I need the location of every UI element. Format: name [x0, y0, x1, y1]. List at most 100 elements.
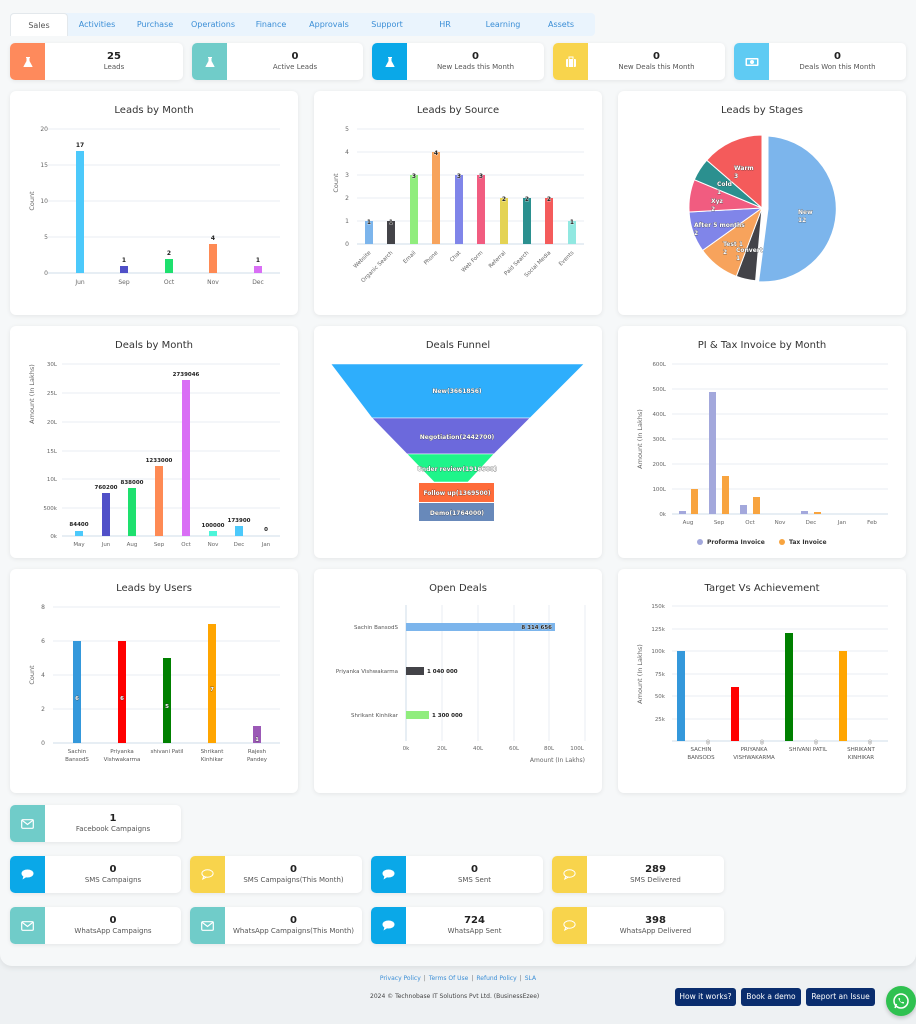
- svg-text:0k: 0k: [403, 746, 410, 752]
- stat-card-sms-sent[interactable]: 0 SMS Sent: [371, 856, 543, 893]
- tab-operations[interactable]: Operations: [191, 20, 235, 29]
- stat-card-active-leads[interactable]: 0 Active Leads: [192, 43, 363, 80]
- svg-text:6: 6: [120, 696, 124, 702]
- module-tabs: Sales Activities Purchase Operations Fin…: [10, 13, 595, 36]
- svg-text:0: 0: [41, 740, 45, 747]
- chart-title: Deals Funnel: [425, 340, 491, 351]
- stat-card-deals-won-month[interactable]: 0 Deals Won this Month: [734, 43, 906, 80]
- svg-text:BANSODS: BANSODS: [687, 755, 715, 761]
- svg-text:Shrikant Kinhikar: Shrikant Kinhikar: [351, 713, 399, 719]
- stat-value: 1: [109, 813, 117, 824]
- target-vs-achievement-chart: 150k 125k 100k 75k 50k 25k Amount (In La…: [636, 604, 888, 761]
- chat-filled-icon: [371, 856, 406, 893]
- svg-text:2: 2: [502, 196, 506, 203]
- svg-text:Amount (In Lakhs): Amount (In Lakhs): [530, 757, 585, 764]
- open-deals-chart: Sachin BansodS Priyanka Vishwakarma Shri…: [336, 605, 586, 764]
- stat-card-new-leads-month[interactable]: 0 New Leads this Month: [372, 43, 544, 80]
- svg-text:80L: 80L: [544, 746, 555, 752]
- svg-text:8 314 656: 8 314 656: [521, 625, 552, 631]
- stat-card-new-deals-month[interactable]: 0 New Deals this Month: [553, 43, 725, 80]
- svg-text:1: 1: [255, 737, 259, 743]
- money-icon: [734, 43, 769, 80]
- stat-card-whatsapp-campaigns[interactable]: 0 WhatsApp Campaigns: [10, 907, 181, 944]
- stat-value: 0: [290, 864, 297, 875]
- whatsapp-chat-button[interactable]: [886, 986, 916, 1016]
- tab-hr[interactable]: HR: [439, 20, 451, 29]
- report-an-issue-button[interactable]: Report an Issue: [806, 988, 875, 1006]
- svg-text:4: 4: [434, 150, 438, 157]
- chat-outline-icon: [552, 856, 587, 893]
- svg-text:1: 1: [717, 189, 721, 196]
- stat-card-whatsapp-campaigns-month[interactable]: 0 WhatsApp Campaigns(This Month): [190, 907, 362, 944]
- svg-text:Nov: Nov: [207, 279, 219, 286]
- stat-value: 0: [291, 51, 299, 62]
- privacy-policy-link[interactable]: Privacy Policy: [379, 975, 421, 982]
- svg-text:Count: Count: [28, 665, 36, 685]
- tab-approvals[interactable]: Approvals: [309, 20, 349, 29]
- svg-text:Follow up(1369500): Follow up(1369500): [423, 490, 490, 497]
- terms-of-use-link[interactable]: Terms Of Use: [428, 975, 469, 982]
- svg-text:1 040 000: 1 040 000: [427, 669, 458, 675]
- svg-text:New: New: [798, 209, 813, 216]
- svg-text:100k: 100k: [651, 649, 665, 655]
- stat-value: 0: [290, 915, 297, 926]
- stat-label: Active Leads: [272, 63, 318, 71]
- svg-text:600L: 600L: [652, 362, 666, 368]
- stat-card-whatsapp-delivered[interactable]: 398 WhatsApp Delivered: [552, 907, 724, 944]
- stat-card-sms-delivered[interactable]: 289 SMS Delivered: [552, 856, 724, 893]
- refund-policy-link[interactable]: Refund Policy: [476, 975, 517, 982]
- svg-text:Chat: Chat: [449, 250, 463, 264]
- stat-card-whatsapp-sent[interactable]: 724 WhatsApp Sent: [371, 907, 543, 944]
- footer-links: Privacy Policy | Terms Of Use | Refund Polic…: [0, 975, 916, 982]
- chat-outline-icon: [190, 856, 225, 893]
- stat-value: 0: [653, 51, 660, 62]
- stat-label: WhatsApp Campaigns(This Month): [232, 927, 355, 935]
- svg-text:Email: Email: [402, 250, 417, 265]
- svg-text:100L: 100L: [652, 487, 666, 493]
- tab-sales[interactable]: Sales: [10, 13, 68, 36]
- svg-text:Priyanka Vishwakarma: Priyanka Vishwakarma: [336, 669, 398, 675]
- chart-card-open-deals: Open Deals Sachin BansodS Priyanka Vishw…: [314, 569, 602, 793]
- tab-support[interactable]: Support: [371, 20, 403, 29]
- svg-text:Referral: Referral: [488, 250, 508, 270]
- svg-text:Jun: Jun: [101, 542, 111, 548]
- svg-text:Events: Events: [558, 250, 576, 268]
- svg-text:300L: 300L: [652, 437, 666, 443]
- book-a-demo-button[interactable]: Book a demo: [741, 988, 801, 1006]
- svg-text:20: 20: [40, 126, 48, 133]
- how-it-works-button[interactable]: How it works?: [675, 988, 736, 1006]
- svg-text:30L: 30L: [47, 362, 58, 368]
- envelope-icon: [10, 907, 45, 944]
- svg-text:500L: 500L: [652, 387, 666, 393]
- stat-card-facebook-campaigns[interactable]: 1 Facebook Campaigns: [10, 805, 181, 842]
- svg-text:1: 1: [256, 257, 260, 264]
- tab-purchase[interactable]: Purchase: [136, 20, 174, 29]
- leads-by-users-chart: 8 6 4 2 0 Count 6 6 5 7 1 SachinBansodS …: [28, 604, 280, 763]
- stat-label: New Deals this Month: [618, 63, 695, 71]
- svg-text:Jan: Jan: [837, 520, 847, 526]
- svg-text:3: 3: [345, 172, 349, 179]
- svg-text:838000: 838000: [121, 480, 144, 486]
- stat-card-leads[interactable]: 25 Leads: [10, 43, 183, 80]
- tab-learning[interactable]: Learning: [485, 20, 521, 29]
- svg-text:Test 1: Test 1: [723, 241, 743, 248]
- svg-text:Vishwakarma: Vishwakarma: [104, 757, 141, 763]
- stat-card-sms-campaigns-month[interactable]: 0 SMS Campaigns(This Month): [190, 856, 362, 893]
- svg-text:0: 0: [44, 270, 48, 277]
- chart-title: Leads by Stages: [721, 105, 803, 116]
- tab-finance[interactable]: Finance: [255, 20, 287, 29]
- tab-assets[interactable]: Assets: [547, 20, 575, 29]
- stat-card-sms-campaigns[interactable]: 0 SMS Campaigns: [10, 856, 181, 893]
- leads-by-source-chart: 5 4 3 2 1 0 Count 1 1 3 4 3: [332, 126, 584, 284]
- svg-text:173900: 173900: [228, 518, 251, 524]
- svg-text:Nov: Nov: [208, 542, 219, 548]
- svg-text:2: 2: [41, 706, 45, 713]
- briefcase-icon: [553, 43, 588, 80]
- svg-text:150k: 150k: [651, 604, 665, 610]
- tab-activities[interactable]: Activities: [78, 20, 116, 29]
- svg-text:Amount (In Lakhs): Amount (In Lakhs): [636, 409, 644, 469]
- svg-text:10: 10: [40, 198, 48, 205]
- sla-link[interactable]: SLA: [524, 975, 537, 982]
